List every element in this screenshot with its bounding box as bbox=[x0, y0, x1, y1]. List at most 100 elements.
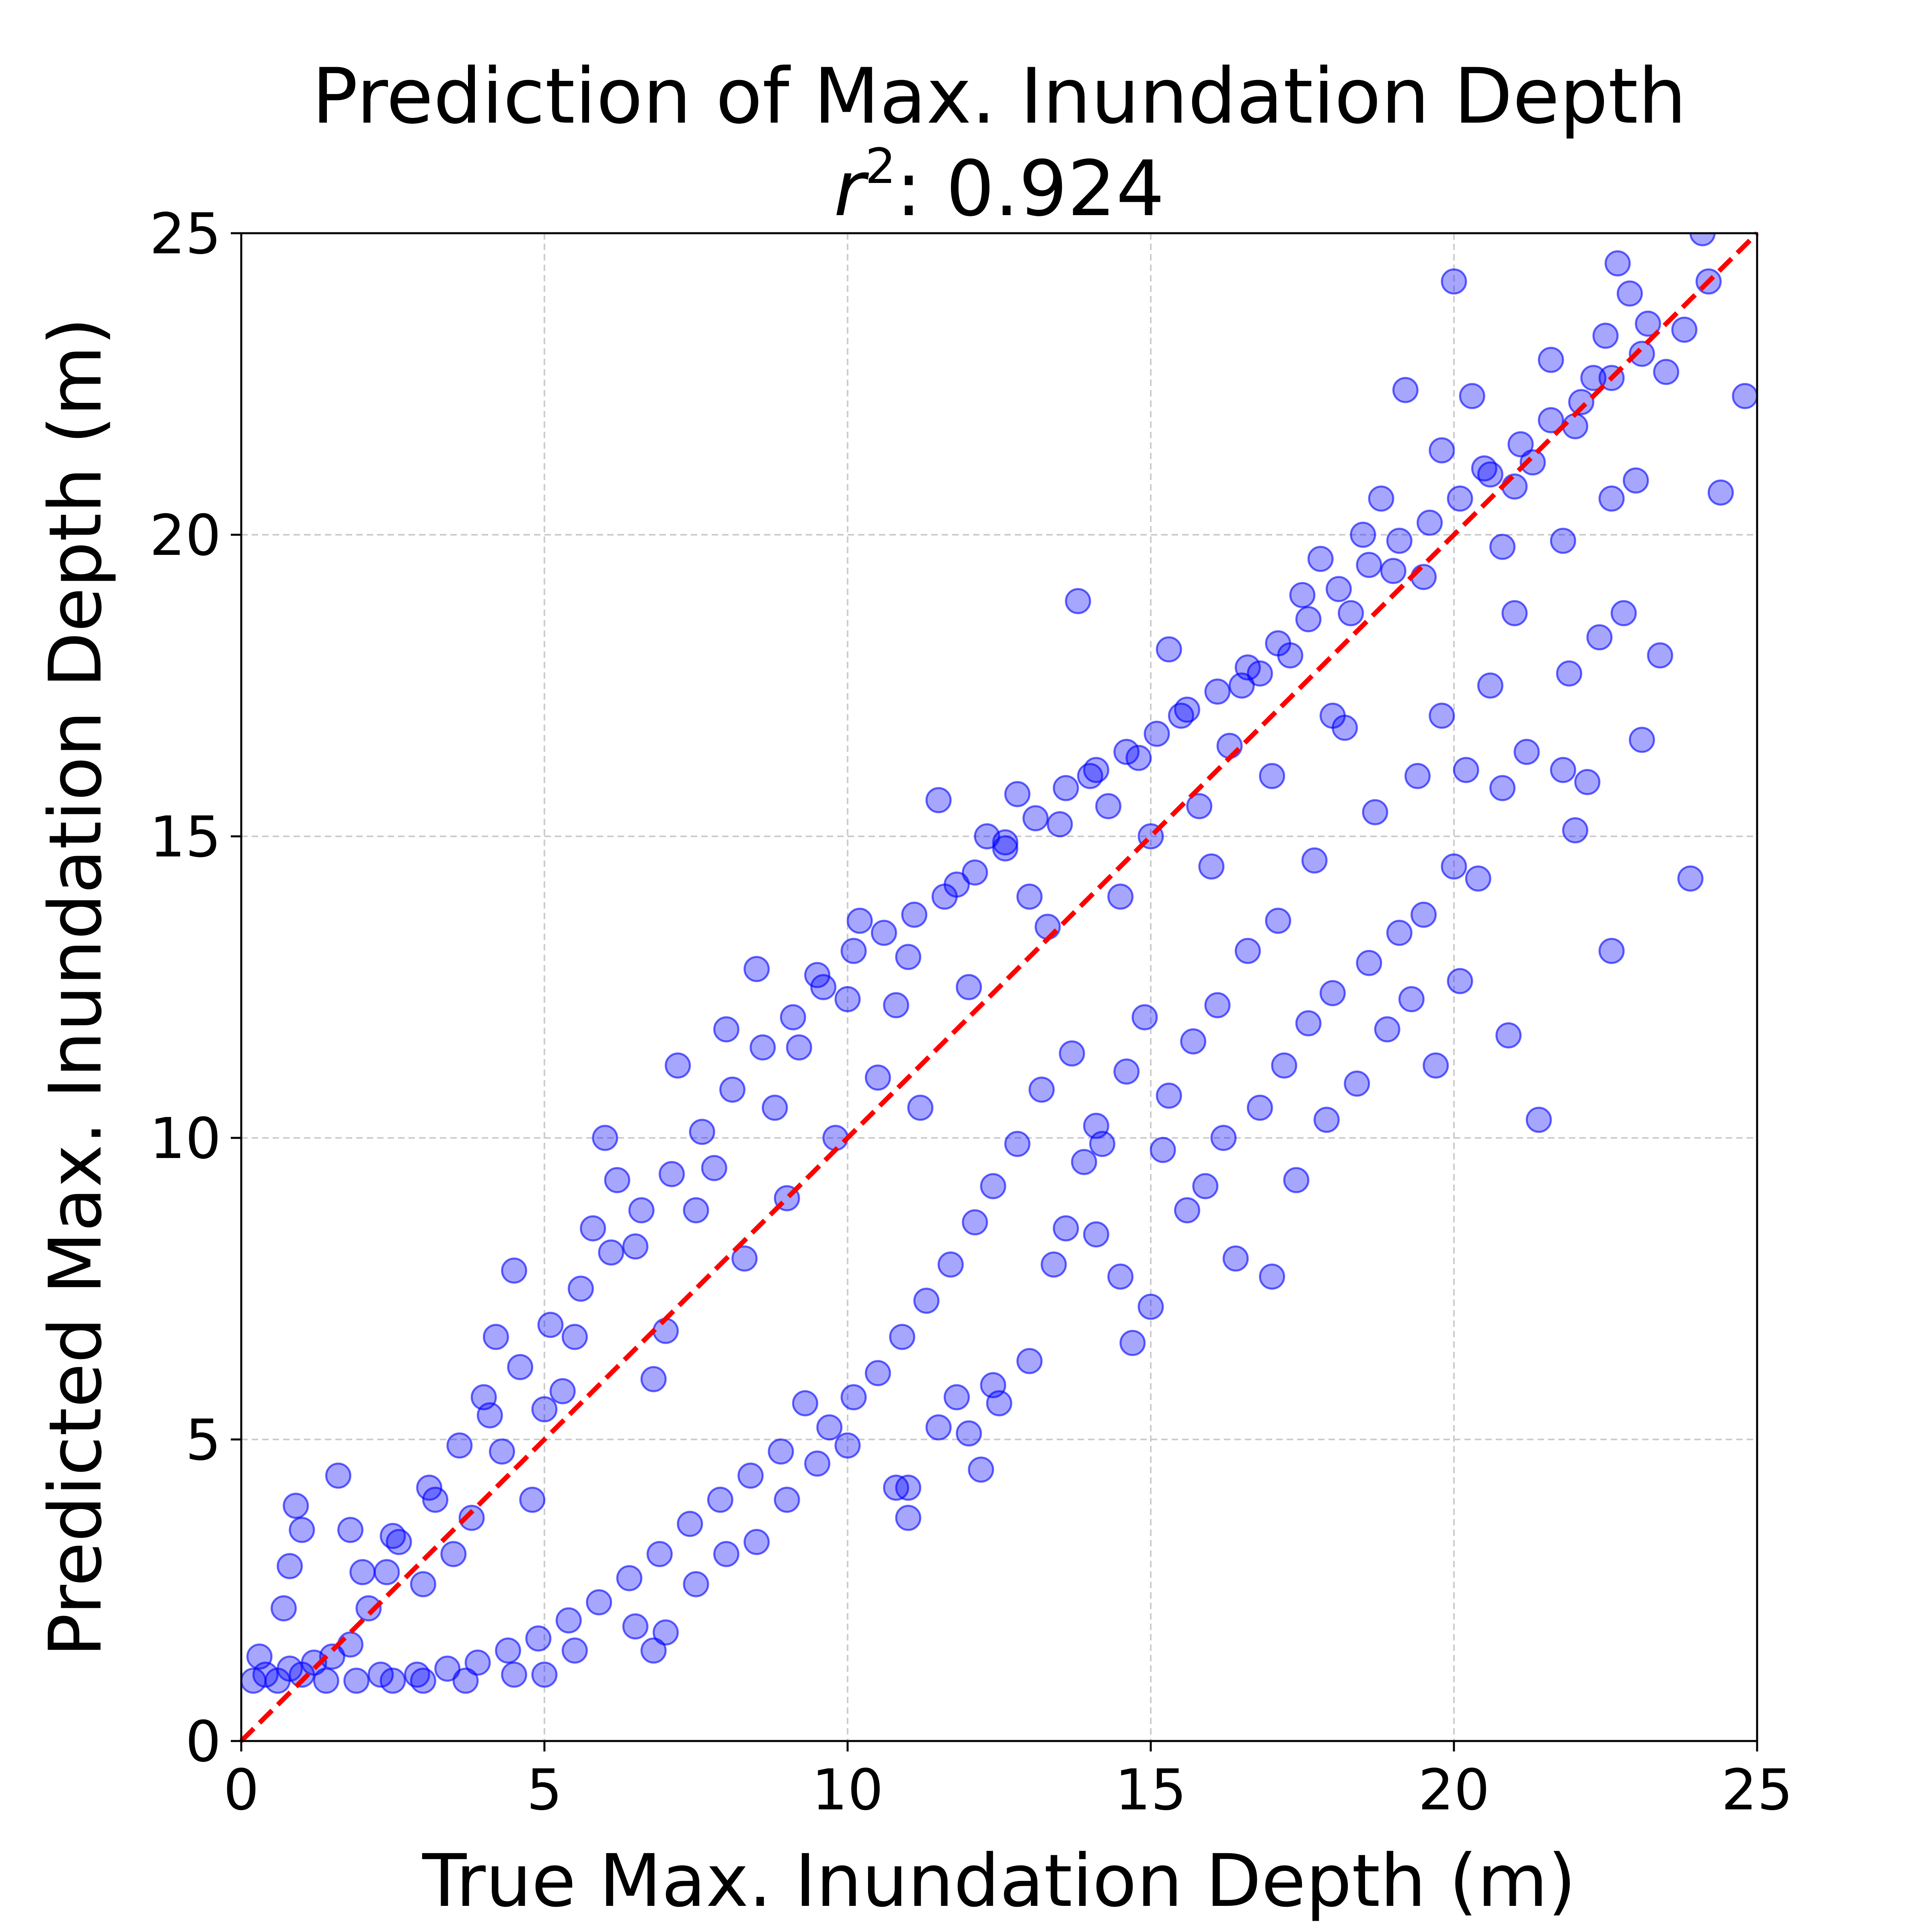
scatter-points bbox=[241, 233, 1757, 1694]
scatter-point bbox=[968, 1456, 994, 1483]
y-tick-label: 10 bbox=[150, 1106, 221, 1172]
scatter-point bbox=[1550, 528, 1576, 554]
scatter-point bbox=[1592, 322, 1619, 349]
scatter-point bbox=[1677, 865, 1704, 892]
x-tick-label: 5 bbox=[526, 1757, 562, 1823]
scatter-point bbox=[1489, 775, 1516, 801]
scatter-point bbox=[1053, 1215, 1079, 1242]
scatter-point bbox=[1107, 883, 1134, 910]
scatter-point bbox=[1616, 280, 1643, 307]
scatter-point bbox=[1628, 341, 1655, 367]
scatter-point bbox=[659, 1161, 685, 1187]
scatter-point bbox=[980, 1173, 1006, 1199]
scatter-point bbox=[1411, 564, 1437, 590]
scatter-point bbox=[713, 1541, 739, 1567]
scatter-point bbox=[1029, 1076, 1055, 1103]
scatter-point bbox=[834, 1432, 861, 1459]
scatter-point bbox=[1295, 1010, 1322, 1037]
scatter-point bbox=[962, 859, 988, 886]
scatter-point bbox=[531, 1661, 558, 1688]
scatter-point bbox=[507, 1354, 534, 1380]
scatter-point bbox=[1356, 552, 1382, 578]
scatter-point bbox=[464, 1649, 491, 1676]
scatter-point bbox=[1271, 1052, 1298, 1079]
scatter-point bbox=[434, 1655, 461, 1682]
scatter-point bbox=[840, 938, 867, 964]
scatter-point bbox=[622, 1613, 649, 1640]
scatter-point bbox=[1125, 745, 1152, 771]
scatter-point bbox=[786, 1034, 812, 1061]
scatter-point bbox=[1417, 509, 1443, 536]
scatter-point bbox=[762, 1094, 788, 1121]
scatter-point bbox=[616, 1565, 643, 1591]
scatter-point bbox=[349, 1559, 376, 1585]
scatter-point bbox=[1204, 992, 1231, 1018]
scatter-point bbox=[561, 1324, 588, 1350]
scatter-point bbox=[1083, 757, 1109, 783]
scatter-point bbox=[1732, 383, 1757, 409]
scatter-point bbox=[743, 956, 770, 982]
scatter-point bbox=[701, 1155, 727, 1181]
scatter-point bbox=[1562, 413, 1589, 439]
scatter-point bbox=[1386, 528, 1413, 554]
scatter-point bbox=[380, 1667, 406, 1694]
scatter-point bbox=[1113, 739, 1140, 765]
scatter-point bbox=[549, 1378, 576, 1404]
scatter-point bbox=[834, 986, 861, 1012]
scatter-point bbox=[737, 1462, 764, 1489]
scatter-point bbox=[458, 1505, 485, 1531]
scatter-point bbox=[937, 1251, 964, 1278]
scatter-point bbox=[482, 1324, 509, 1350]
scatter-point bbox=[1338, 600, 1364, 626]
scatter-point bbox=[1489, 534, 1516, 560]
scatter-point bbox=[1513, 739, 1540, 765]
scatter-point bbox=[1459, 383, 1485, 409]
scatter-point bbox=[1477, 672, 1503, 699]
scatter-point bbox=[1295, 606, 1322, 632]
scatter-point bbox=[1265, 630, 1291, 657]
scatter-point bbox=[1538, 407, 1564, 433]
scatter-point bbox=[1053, 775, 1079, 801]
scatter-point bbox=[925, 787, 952, 813]
scatter-point bbox=[980, 1372, 1006, 1398]
scatter-point bbox=[416, 1474, 442, 1501]
scatter-point bbox=[1604, 250, 1631, 277]
scatter-point bbox=[1404, 763, 1431, 789]
scatter-point bbox=[1234, 938, 1261, 964]
scatter-point bbox=[1041, 1251, 1067, 1278]
scatter-point bbox=[1156, 636, 1182, 663]
x-tick-label: 25 bbox=[1721, 1757, 1793, 1823]
scatter-point bbox=[404, 1661, 430, 1688]
scatter-point bbox=[1411, 901, 1437, 928]
scatter-point bbox=[1198, 853, 1225, 880]
scatter-point bbox=[1022, 805, 1049, 832]
scatter-point bbox=[956, 1420, 982, 1447]
scatter-point bbox=[246, 1643, 273, 1670]
scatter-point bbox=[1065, 588, 1091, 614]
scatter-point bbox=[1180, 1028, 1207, 1055]
scatter-point bbox=[380, 1523, 406, 1549]
x-tick-label: 15 bbox=[1115, 1757, 1187, 1823]
scatter-point bbox=[622, 1233, 649, 1260]
scatter-point bbox=[992, 829, 1018, 856]
scatter-point bbox=[1095, 793, 1121, 819]
scatter-point bbox=[1307, 546, 1334, 572]
scatter-point bbox=[1083, 1113, 1109, 1139]
scatter-point bbox=[1568, 389, 1595, 415]
scatter-point bbox=[1550, 757, 1576, 783]
scatter-point bbox=[495, 1637, 522, 1664]
scatter-point bbox=[1192, 1173, 1219, 1199]
scatter-point bbox=[1313, 1107, 1340, 1133]
scatter-point bbox=[707, 1486, 733, 1513]
scatter-point bbox=[1580, 365, 1607, 391]
scatter-point bbox=[647, 1541, 673, 1567]
scatter-point bbox=[804, 1450, 831, 1477]
scatter-point bbox=[1004, 1131, 1031, 1157]
scatter-point bbox=[598, 1239, 624, 1266]
scatter-point bbox=[749, 1034, 776, 1061]
scatter-point bbox=[337, 1517, 363, 1543]
scatter-point bbox=[1289, 582, 1316, 608]
scatter-point bbox=[1574, 769, 1601, 795]
scatter-point bbox=[640, 1366, 667, 1392]
